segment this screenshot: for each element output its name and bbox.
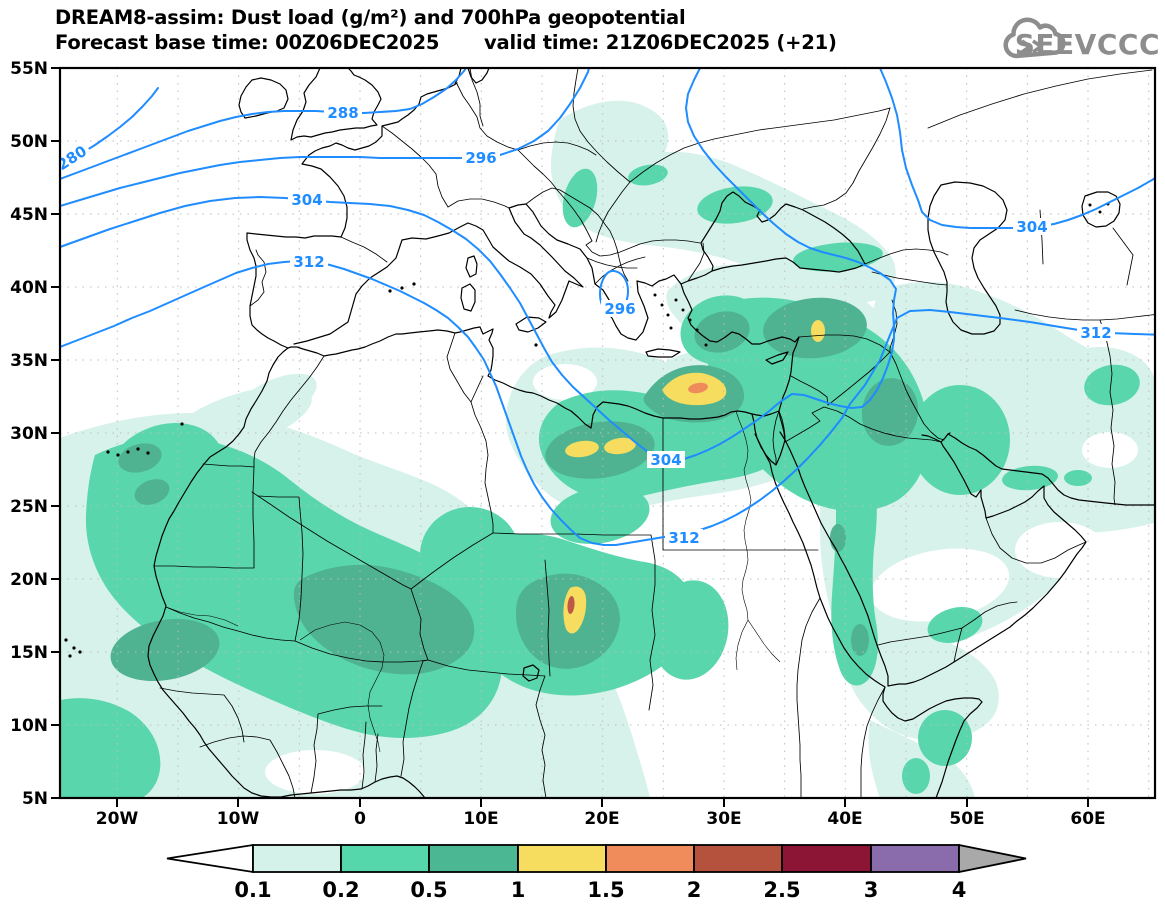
forecast-base-time: Forecast base time: 00Z06DEC2025	[55, 31, 439, 54]
axis-ticks	[51, 67, 1089, 807]
x-tick-label: 10W	[217, 809, 260, 829]
colorbar-label: 0.2	[322, 878, 359, 902]
colorbar-cell	[428, 844, 519, 873]
svg-text:304: 304	[1016, 218, 1047, 236]
contour-288	[60, 68, 467, 180]
svg-text:296: 296	[465, 149, 496, 167]
y-tick-label: 40N	[10, 278, 48, 298]
rivers	[165, 410, 781, 753]
colorbar-cell	[517, 844, 607, 873]
y-tick-label: 10N	[10, 716, 48, 736]
contour-304-east	[879, 68, 1155, 229]
colorbar-cell	[340, 844, 430, 873]
contour-label: 312	[290, 253, 328, 271]
contour-label: 304	[288, 191, 326, 209]
seevccc-logo: SEEVCCC	[1003, 17, 1160, 61]
x-tick-label: 40E	[827, 809, 862, 829]
colorbar-label: 2	[687, 878, 702, 902]
svg-text:312: 312	[293, 253, 324, 271]
small-islands	[64, 202, 1110, 658]
x-tick-label: 0	[354, 809, 366, 829]
cloud-arrow-icon	[1021, 39, 1043, 54]
colorbar-left-arrow	[166, 843, 254, 874]
logo-text: SEEVCCC	[1015, 28, 1160, 61]
x-axis-labels: 20W 10W 0 10E 20E 30E 40E 50E 60E	[96, 809, 1106, 829]
coastlines	[147, 68, 1155, 798]
y-tick-label: 20N	[10, 570, 48, 590]
contour-label: 296	[601, 300, 639, 318]
colorbar-label: 3	[864, 878, 879, 902]
contour-296	[60, 68, 590, 207]
colorbar-label: 2.5	[763, 878, 800, 902]
svg-text:304: 304	[650, 451, 681, 469]
colorbar-right-arrow	[958, 843, 1027, 874]
x-tick-label: 60E	[1070, 809, 1105, 829]
valid-time: valid time: 21Z06DEC2025 (+21)	[484, 31, 837, 54]
y-axis-labels: 55N 50N 45N 40N 35N 30N 25N 20N 15N 10N …	[10, 59, 48, 809]
svg-text:312: 312	[1080, 324, 1111, 342]
y-tick-label: 55N	[10, 59, 48, 79]
contour-label: 288	[324, 104, 362, 122]
colorbar-label: 1.5	[587, 878, 624, 902]
graticule-gridlines	[60, 68, 1155, 798]
contour-label: 304	[647, 451, 685, 469]
y-tick-label: 50N	[10, 132, 48, 152]
colorbar-cell	[781, 844, 872, 873]
colorbar-cell	[605, 844, 695, 873]
colorbar-label: 4	[952, 878, 967, 902]
y-tick-label: 15N	[10, 643, 48, 663]
x-tick-label: 20E	[584, 809, 619, 829]
svg-text:296: 296	[604, 300, 635, 318]
contour-label: 304	[1013, 218, 1051, 236]
svg-text:288: 288	[327, 104, 358, 122]
contour-label: 280	[60, 140, 93, 176]
y-tick-label: 25N	[10, 497, 48, 517]
cloud-icon	[1003, 17, 1066, 59]
y-tick-label: 35N	[10, 351, 48, 371]
y-tick-label: 5N	[22, 789, 48, 809]
x-tick-label: 10E	[463, 809, 498, 829]
contour-label: 312	[665, 529, 703, 547]
x-tick-label: 30E	[706, 809, 741, 829]
dust-level-1.5	[688, 382, 708, 394]
x-tick-label: 20W	[96, 809, 139, 829]
colorbar-cell	[252, 844, 342, 873]
colorbar-label: 1	[511, 878, 526, 902]
map-title: DREAM8-assim: Dust load (g/m²) and 700hP…	[55, 6, 685, 29]
map-plot-area: 280 288 296 304 312 296 304 312 304 312	[60, 68, 1155, 798]
colorbar-legend: 0.1 0.2 0.5 1 1.5 2 2.5 3 4	[166, 843, 1027, 902]
y-tick-label: 45N	[10, 205, 48, 225]
contour-label: 296	[462, 149, 500, 167]
colorbar-labels: 0.1 0.2 0.5 1 1.5 2 2.5 3 4	[234, 878, 966, 902]
colorbar-label: 0.5	[410, 878, 447, 902]
svg-text:304: 304	[291, 191, 322, 209]
x-tick-label: 50E	[949, 809, 984, 829]
colorbar-cell	[693, 844, 783, 873]
contour-labels: 280 288 296 304 312 296 304 312 304 312	[60, 104, 1115, 547]
svg-text:312: 312	[668, 529, 699, 547]
colorbar-label: 0.1	[234, 878, 271, 902]
country-borders	[153, 68, 1155, 798]
contour-304-west	[60, 68, 897, 462]
contour-label: 312	[1077, 324, 1115, 342]
y-tick-label: 30N	[10, 424, 48, 444]
colorbar-cell	[870, 844, 960, 873]
dust-level-2	[567, 596, 575, 614]
